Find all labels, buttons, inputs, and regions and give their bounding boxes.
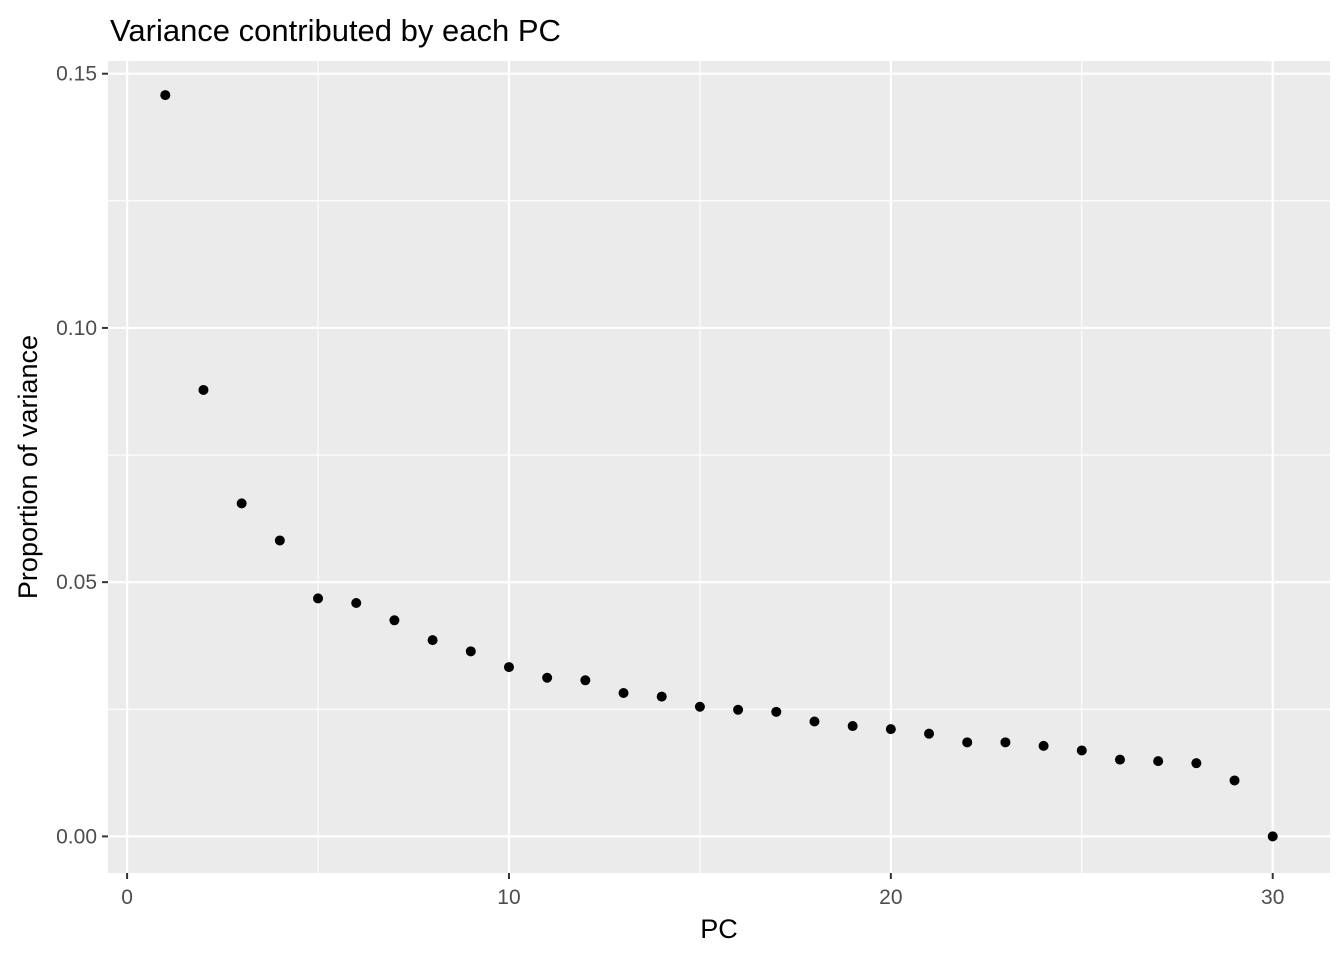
data-point bbox=[1267, 831, 1278, 842]
x-tick-label: 0 bbox=[121, 886, 133, 909]
data-point bbox=[1153, 756, 1164, 767]
data-point bbox=[236, 498, 247, 509]
chart-title: Variance contributed by each PC bbox=[110, 13, 561, 48]
y-tick-label: 0.15 bbox=[56, 63, 97, 86]
data-point bbox=[962, 737, 973, 748]
data-point bbox=[618, 688, 629, 699]
y-axis-title: Proportion of variance bbox=[13, 335, 43, 599]
data-point bbox=[924, 728, 935, 739]
x-tick-label: 30 bbox=[1261, 886, 1284, 909]
data-point bbox=[351, 598, 362, 609]
data-point bbox=[809, 716, 820, 727]
data-point bbox=[1038, 740, 1049, 751]
data-point bbox=[1000, 737, 1011, 748]
x-tick-label: 10 bbox=[497, 886, 520, 909]
data-points bbox=[160, 90, 1278, 842]
x-tick-label: 20 bbox=[879, 886, 902, 909]
data-point bbox=[733, 704, 744, 715]
plot-panel bbox=[108, 61, 1330, 873]
data-point bbox=[580, 675, 591, 686]
y-tick-label: 0.10 bbox=[56, 317, 97, 340]
minor-gridlines bbox=[108, 61, 1330, 873]
y-axis: 0.00 0.05 0.10 0.15 bbox=[56, 63, 108, 848]
data-point bbox=[389, 615, 400, 626]
data-point bbox=[274, 535, 285, 546]
data-point bbox=[1114, 754, 1125, 765]
data-point bbox=[313, 593, 324, 604]
y-tick-label: 0.00 bbox=[56, 825, 97, 848]
data-point bbox=[1076, 745, 1087, 756]
x-axis: 0 10 20 30 bbox=[121, 873, 1284, 909]
y-tick-label: 0.05 bbox=[56, 571, 97, 594]
data-point bbox=[771, 706, 782, 717]
data-point bbox=[694, 701, 705, 712]
data-point bbox=[465, 646, 476, 657]
data-point bbox=[160, 90, 171, 101]
data-point bbox=[1229, 775, 1240, 786]
data-point bbox=[427, 635, 438, 646]
data-point bbox=[885, 724, 896, 735]
x-axis-title: PC bbox=[700, 914, 738, 944]
data-point bbox=[542, 672, 553, 683]
data-point bbox=[847, 721, 858, 732]
data-point bbox=[503, 662, 514, 673]
data-point bbox=[1191, 758, 1202, 769]
data-point bbox=[656, 691, 667, 702]
major-gridlines bbox=[108, 61, 1330, 873]
data-point bbox=[198, 384, 209, 395]
